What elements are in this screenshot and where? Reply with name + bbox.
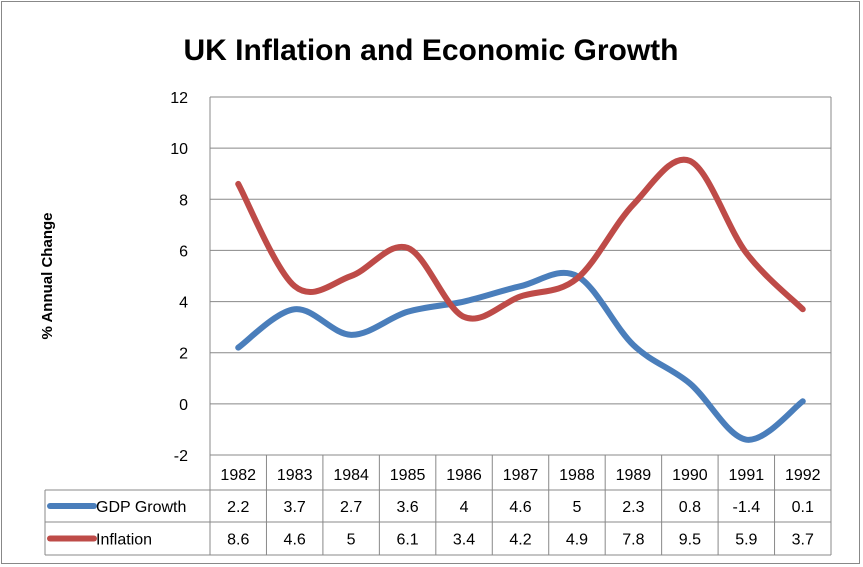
y-axis-label: % Annual Change <box>39 213 56 340</box>
data-table-cell: 3.7 <box>284 499 306 516</box>
x-tick-label: 1987 <box>503 467 539 484</box>
x-tick-label: 1982 <box>220 467 256 484</box>
data-table-cell: 5 <box>573 499 582 516</box>
data-table-cell: 2.3 <box>622 499 644 516</box>
data-table-cell: 6.1 <box>396 532 418 549</box>
y-tick-label: -2 <box>174 448 188 465</box>
y-tick-label: 12 <box>170 90 188 107</box>
data-table-cell: 5.9 <box>735 532 757 549</box>
x-tick-label: 1992 <box>785 467 821 484</box>
data-table-cell: 2.7 <box>340 499 362 516</box>
data-table-cell: 0.8 <box>679 499 701 516</box>
data-table-cell: -1.4 <box>733 499 761 516</box>
data-table-cell: 2.2 <box>227 499 249 516</box>
y-tick-label: 6 <box>179 243 188 260</box>
data-table-cell: 8.6 <box>227 532 249 549</box>
legend-label: GDP Growth <box>96 499 186 516</box>
x-tick-label: 1985 <box>390 467 426 484</box>
x-tick-label: 1989 <box>616 467 652 484</box>
x-tick-label: 1988 <box>559 467 595 484</box>
data-table-cell: 4.9 <box>566 532 588 549</box>
y-tick-label: 8 <box>179 192 188 209</box>
data-table-cell: 4.6 <box>284 532 306 549</box>
x-tick-label: 1984 <box>333 467 369 484</box>
data-table-cell: 4.6 <box>509 499 531 516</box>
data-table-cell: 3.7 <box>792 532 814 549</box>
data-table-cell: 3.6 <box>396 499 418 516</box>
chart-title: UK Inflation and Economic Growth <box>184 34 679 67</box>
data-table-cell: 9.5 <box>679 532 701 549</box>
data-table-cell: 7.8 <box>622 532 644 549</box>
y-tick-label: 4 <box>179 295 188 312</box>
x-tick-label: 1983 <box>277 467 313 484</box>
y-tick-label: 10 <box>170 141 188 158</box>
series-line-gdp-growth <box>235 269 806 443</box>
data-table-cell: 4.2 <box>509 532 531 549</box>
y-tick-label: 2 <box>179 346 188 363</box>
data-table-cell: 5 <box>347 532 356 549</box>
legend-label: Inflation <box>96 532 152 549</box>
x-tick-label: 1990 <box>672 467 708 484</box>
x-tick-label: 1991 <box>729 467 765 484</box>
series-line-inflation <box>235 156 806 322</box>
y-tick-label: 0 <box>179 397 188 414</box>
data-table-cell: 3.4 <box>453 532 475 549</box>
data-table-cell: 4 <box>460 499 469 516</box>
data-table-cell: 0.1 <box>792 499 814 516</box>
x-tick-label: 1986 <box>446 467 482 484</box>
